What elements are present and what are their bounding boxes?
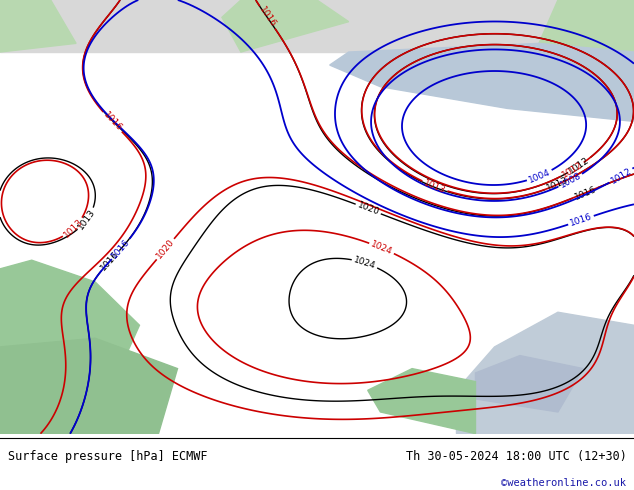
Text: 1013: 1013: [545, 176, 570, 193]
Text: 1004: 1004: [527, 168, 552, 184]
Polygon shape: [0, 260, 139, 382]
Polygon shape: [0, 0, 76, 52]
Text: 1024: 1024: [353, 255, 377, 271]
Text: 1020: 1020: [155, 238, 176, 261]
Text: 1013: 1013: [77, 207, 97, 231]
Text: 1012: 1012: [560, 160, 585, 180]
Polygon shape: [368, 368, 476, 434]
Text: 1013: 1013: [422, 178, 447, 195]
Text: 1016: 1016: [110, 238, 132, 261]
Text: 1016: 1016: [100, 249, 121, 272]
Text: 1016: 1016: [569, 212, 593, 228]
Text: 1016: 1016: [573, 184, 598, 201]
Polygon shape: [476, 356, 583, 412]
Text: 1008: 1008: [558, 172, 583, 190]
Polygon shape: [0, 0, 634, 52]
Text: Th 30-05-2024 18:00 UTC (12+30): Th 30-05-2024 18:00 UTC (12+30): [406, 450, 626, 463]
Text: 1016: 1016: [101, 110, 124, 133]
Text: 1020: 1020: [356, 201, 380, 217]
Polygon shape: [0, 338, 178, 434]
Text: Surface pressure [hPa] ECMWF: Surface pressure [hPa] ECMWF: [8, 450, 207, 463]
Text: ©weatheronline.co.uk: ©weatheronline.co.uk: [501, 478, 626, 488]
Polygon shape: [539, 0, 634, 52]
Polygon shape: [222, 0, 349, 52]
Polygon shape: [456, 312, 634, 434]
Polygon shape: [330, 44, 634, 122]
Text: 1012: 1012: [567, 155, 592, 175]
Text: 1024: 1024: [370, 240, 394, 257]
Text: 1013: 1013: [62, 217, 85, 240]
Text: 1012: 1012: [609, 166, 633, 186]
Text: 1016: 1016: [257, 5, 278, 29]
